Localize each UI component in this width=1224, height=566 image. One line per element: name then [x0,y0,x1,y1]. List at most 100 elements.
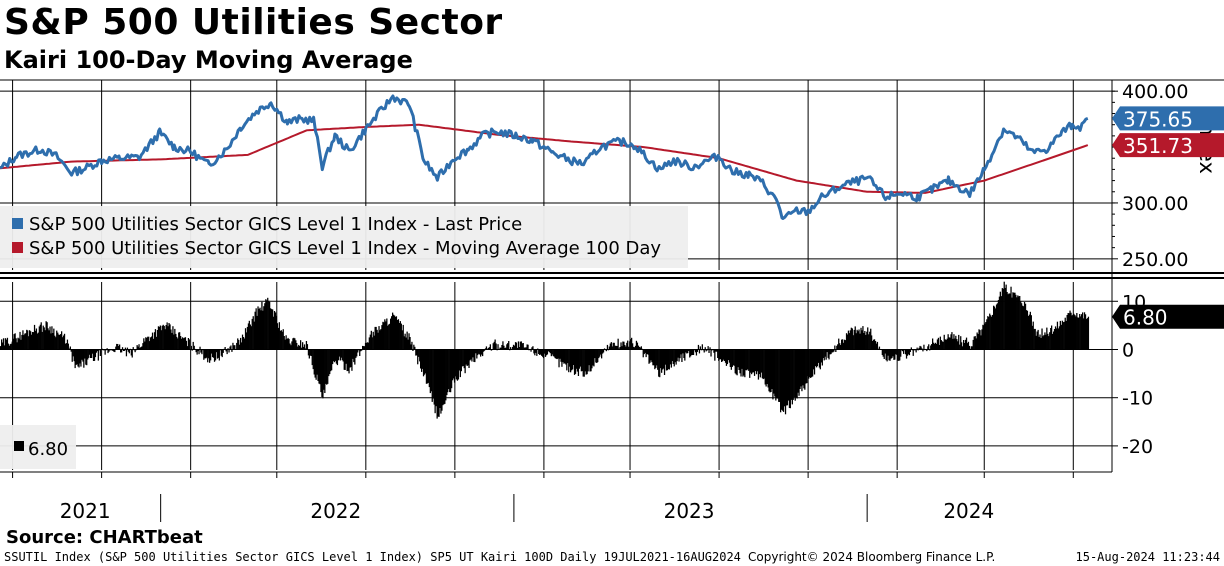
kairi-bar [294,338,296,350]
kairi-bar [193,345,195,350]
kairi-bar [669,349,671,365]
kairi-bar [494,339,496,350]
price-last-label-text: 375.65 [1123,107,1193,131]
kairi-bar [561,349,563,367]
ma-last-label-box [1112,133,1224,158]
kairi-bar [694,349,697,353]
kairi-bar [1053,329,1056,350]
kairi-bar [938,345,941,350]
kairi-bar [417,349,419,365]
kairi-bar [97,349,99,361]
kairi-bar [212,349,215,358]
kairi-bar [81,349,83,360]
kairi-bar [987,316,989,350]
kairi-bar [513,345,516,350]
kairi-bar [114,349,116,353]
kairi-bar [1020,301,1022,350]
kairi-bar [762,349,764,380]
kairi-bar [615,345,617,350]
kairi-bar [859,333,861,350]
kairi-bar [735,349,737,375]
kairi-bar [1049,332,1051,350]
kairi-bar [655,349,657,368]
kairi-bar [186,346,189,350]
kairi-bar [138,344,140,350]
kairi-bar [611,346,613,350]
kairi-bar [563,349,565,364]
kairi-bar [543,349,546,354]
grid-lines [0,79,1224,478]
kairi-bar [233,345,235,350]
kairi-bar [183,337,186,350]
kairi-bar [932,338,934,350]
kairi-bar [172,326,174,350]
kairi-bar [285,335,287,350]
kairi-bar [589,349,591,372]
kairi-bar [919,345,921,350]
kairi-bar [982,324,984,350]
kairi-bar [1076,313,1078,350]
kairi-bar [540,349,542,355]
kairi-bar [321,349,323,397]
kairi-bar [1070,312,1072,350]
kairi-bar [167,326,169,350]
kairi-bar [753,349,756,376]
kairi-bar [1054,326,1057,350]
kairi-bar [939,336,941,350]
kairi-bar [160,330,162,350]
kairi-bar [786,349,789,406]
kairi-bar [166,322,168,350]
kairi-bar [248,320,250,350]
kairi-bar [966,343,969,350]
kairi-bar [1004,287,1006,350]
kairi-bar [1060,324,1062,350]
kairi-bar [807,349,809,377]
kairi-bar [507,343,509,350]
kairi-bar [549,349,551,354]
kairi-bar [215,349,218,353]
kairi-bar [948,337,950,350]
kairi-bar [813,349,816,375]
kairi-bar [945,340,947,350]
kairi-bar [999,291,1001,350]
kairi-bar [869,331,871,350]
kairi-bar [626,342,628,350]
kairi-bar [812,349,814,377]
kairi-bar [163,325,165,350]
kairi-bar [32,332,35,350]
kairi-bar [127,349,129,352]
kairi-bar [827,349,829,358]
kairi-bar [833,349,835,352]
kairi-bar [201,349,203,355]
kairi-bar [1041,328,1043,350]
kairi-bar [749,349,751,378]
kairi-bar [915,349,917,353]
kairi-bar [455,349,458,380]
kairi-bar [405,337,407,350]
kairi-bar [754,349,757,372]
kairi-bar [863,333,865,350]
kairi-bar [566,349,568,371]
kairi-bar [155,336,158,350]
kairi-bar [936,339,939,350]
kairi-bar [147,336,149,350]
kairi-bar [161,325,163,350]
kairi-bar [652,349,654,366]
kairi-bar [303,344,306,350]
kairi-bar [434,349,436,414]
kairi-bar [190,345,192,350]
kairi-bar [232,342,234,350]
kairi-bar [423,349,426,375]
price-line [0,94,1089,220]
kairi-bar [1040,337,1042,350]
kairi-bar [586,349,588,375]
kairi-bar [978,329,980,350]
kairi-bar [631,337,633,350]
kairi-bar [650,349,652,361]
kairi-bar [789,349,791,409]
kairi-bar [320,349,322,393]
kairi-bar [209,349,211,363]
kairi-bar [346,349,348,372]
kairi-bar [476,349,478,359]
kairi-bar [396,320,399,350]
